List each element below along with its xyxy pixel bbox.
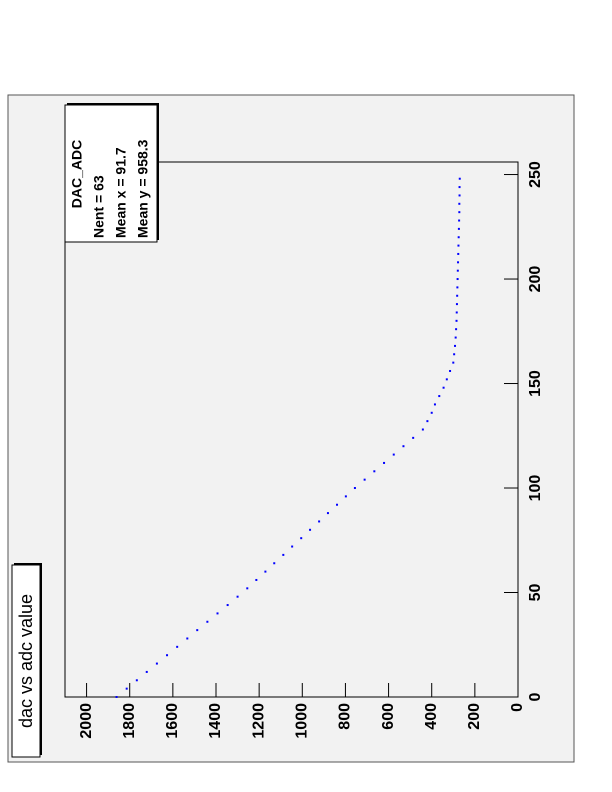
point	[115, 696, 118, 698]
point	[246, 587, 249, 590]
y-tick-label: 2000	[78, 703, 95, 739]
y-tick-label: 200	[466, 703, 483, 730]
point	[155, 662, 158, 665]
y-tick-label: 0	[509, 703, 526, 712]
point	[373, 470, 376, 473]
point	[236, 595, 239, 598]
point	[456, 286, 459, 289]
point	[318, 520, 321, 523]
frame	[64, 161, 519, 698]
point	[300, 537, 303, 540]
y-tick-label: 600	[380, 703, 397, 730]
point	[363, 478, 366, 481]
y-tick-label: 400	[423, 703, 440, 730]
x-tick-label: 150	[527, 370, 544, 397]
point	[454, 344, 457, 347]
point	[145, 670, 148, 673]
point	[309, 528, 312, 531]
point	[457, 261, 460, 264]
point	[457, 244, 460, 247]
stats-lines: Nent = 63 Mean x = 91.7 Mean y = 958.3 RMS …	[91, 139, 173, 238]
y-tick-label: 800	[337, 703, 354, 730]
point	[392, 453, 395, 456]
point	[326, 512, 329, 515]
y-tick-label: 1600	[164, 703, 181, 739]
point	[458, 202, 461, 205]
chart-title: dac vs adc value	[16, 594, 36, 728]
point	[458, 194, 461, 197]
stats-box	[64, 104, 158, 243]
x-tick-label: 200	[527, 266, 544, 293]
point	[336, 503, 339, 506]
point	[226, 604, 229, 607]
point	[344, 495, 347, 498]
point	[449, 369, 452, 372]
point	[291, 545, 294, 548]
point	[433, 403, 436, 406]
point	[353, 487, 356, 490]
point	[455, 319, 458, 322]
point	[457, 252, 460, 255]
point	[421, 428, 424, 431]
stats-line: Mean x = 91.7	[113, 147, 129, 238]
point	[454, 336, 457, 339]
point	[264, 570, 267, 573]
point	[438, 395, 441, 398]
point	[426, 420, 429, 423]
point	[186, 637, 189, 640]
rotated-plot: dac vs adc value DAC_ADC Nent = 63 Mean x…	[11, 103, 544, 758]
y-tick-label: 1000	[294, 703, 311, 739]
y-tick-label: 1800	[121, 703, 138, 739]
point	[125, 687, 128, 690]
stats-line: Mean y = 958.3	[135, 139, 151, 238]
point	[273, 562, 276, 565]
point	[458, 177, 461, 180]
point	[255, 578, 258, 581]
point	[216, 612, 219, 615]
y-tick-label: 1400	[207, 703, 224, 739]
point	[442, 386, 445, 389]
point	[455, 311, 458, 314]
stats-title: DAC_ADC	[69, 140, 85, 208]
x-tick-label: 0	[527, 692, 544, 701]
x-tick-label: 250	[527, 161, 544, 188]
point	[445, 378, 448, 381]
point	[176, 645, 179, 648]
point	[282, 553, 285, 556]
point	[458, 211, 461, 214]
stats-line: Nent = 63	[91, 175, 107, 238]
y-tick-label: 1200	[250, 703, 267, 739]
point	[456, 269, 459, 272]
x-tick-label: 100	[527, 475, 544, 502]
point	[453, 353, 456, 356]
point	[196, 629, 199, 632]
point	[457, 236, 460, 239]
point	[455, 328, 458, 331]
point	[452, 361, 455, 364]
point	[458, 186, 461, 189]
point	[457, 227, 460, 230]
point	[206, 620, 209, 623]
point	[458, 219, 461, 222]
point	[412, 436, 415, 439]
title-box	[11, 564, 41, 758]
point	[135, 679, 138, 682]
point	[456, 278, 459, 281]
point	[402, 445, 405, 448]
x-tick-label: 50	[527, 584, 544, 602]
point	[383, 461, 386, 464]
point	[456, 294, 459, 297]
point	[166, 654, 169, 657]
point	[455, 303, 458, 306]
point	[430, 411, 433, 414]
stats-line: RMS x = 72.89	[157, 144, 173, 238]
